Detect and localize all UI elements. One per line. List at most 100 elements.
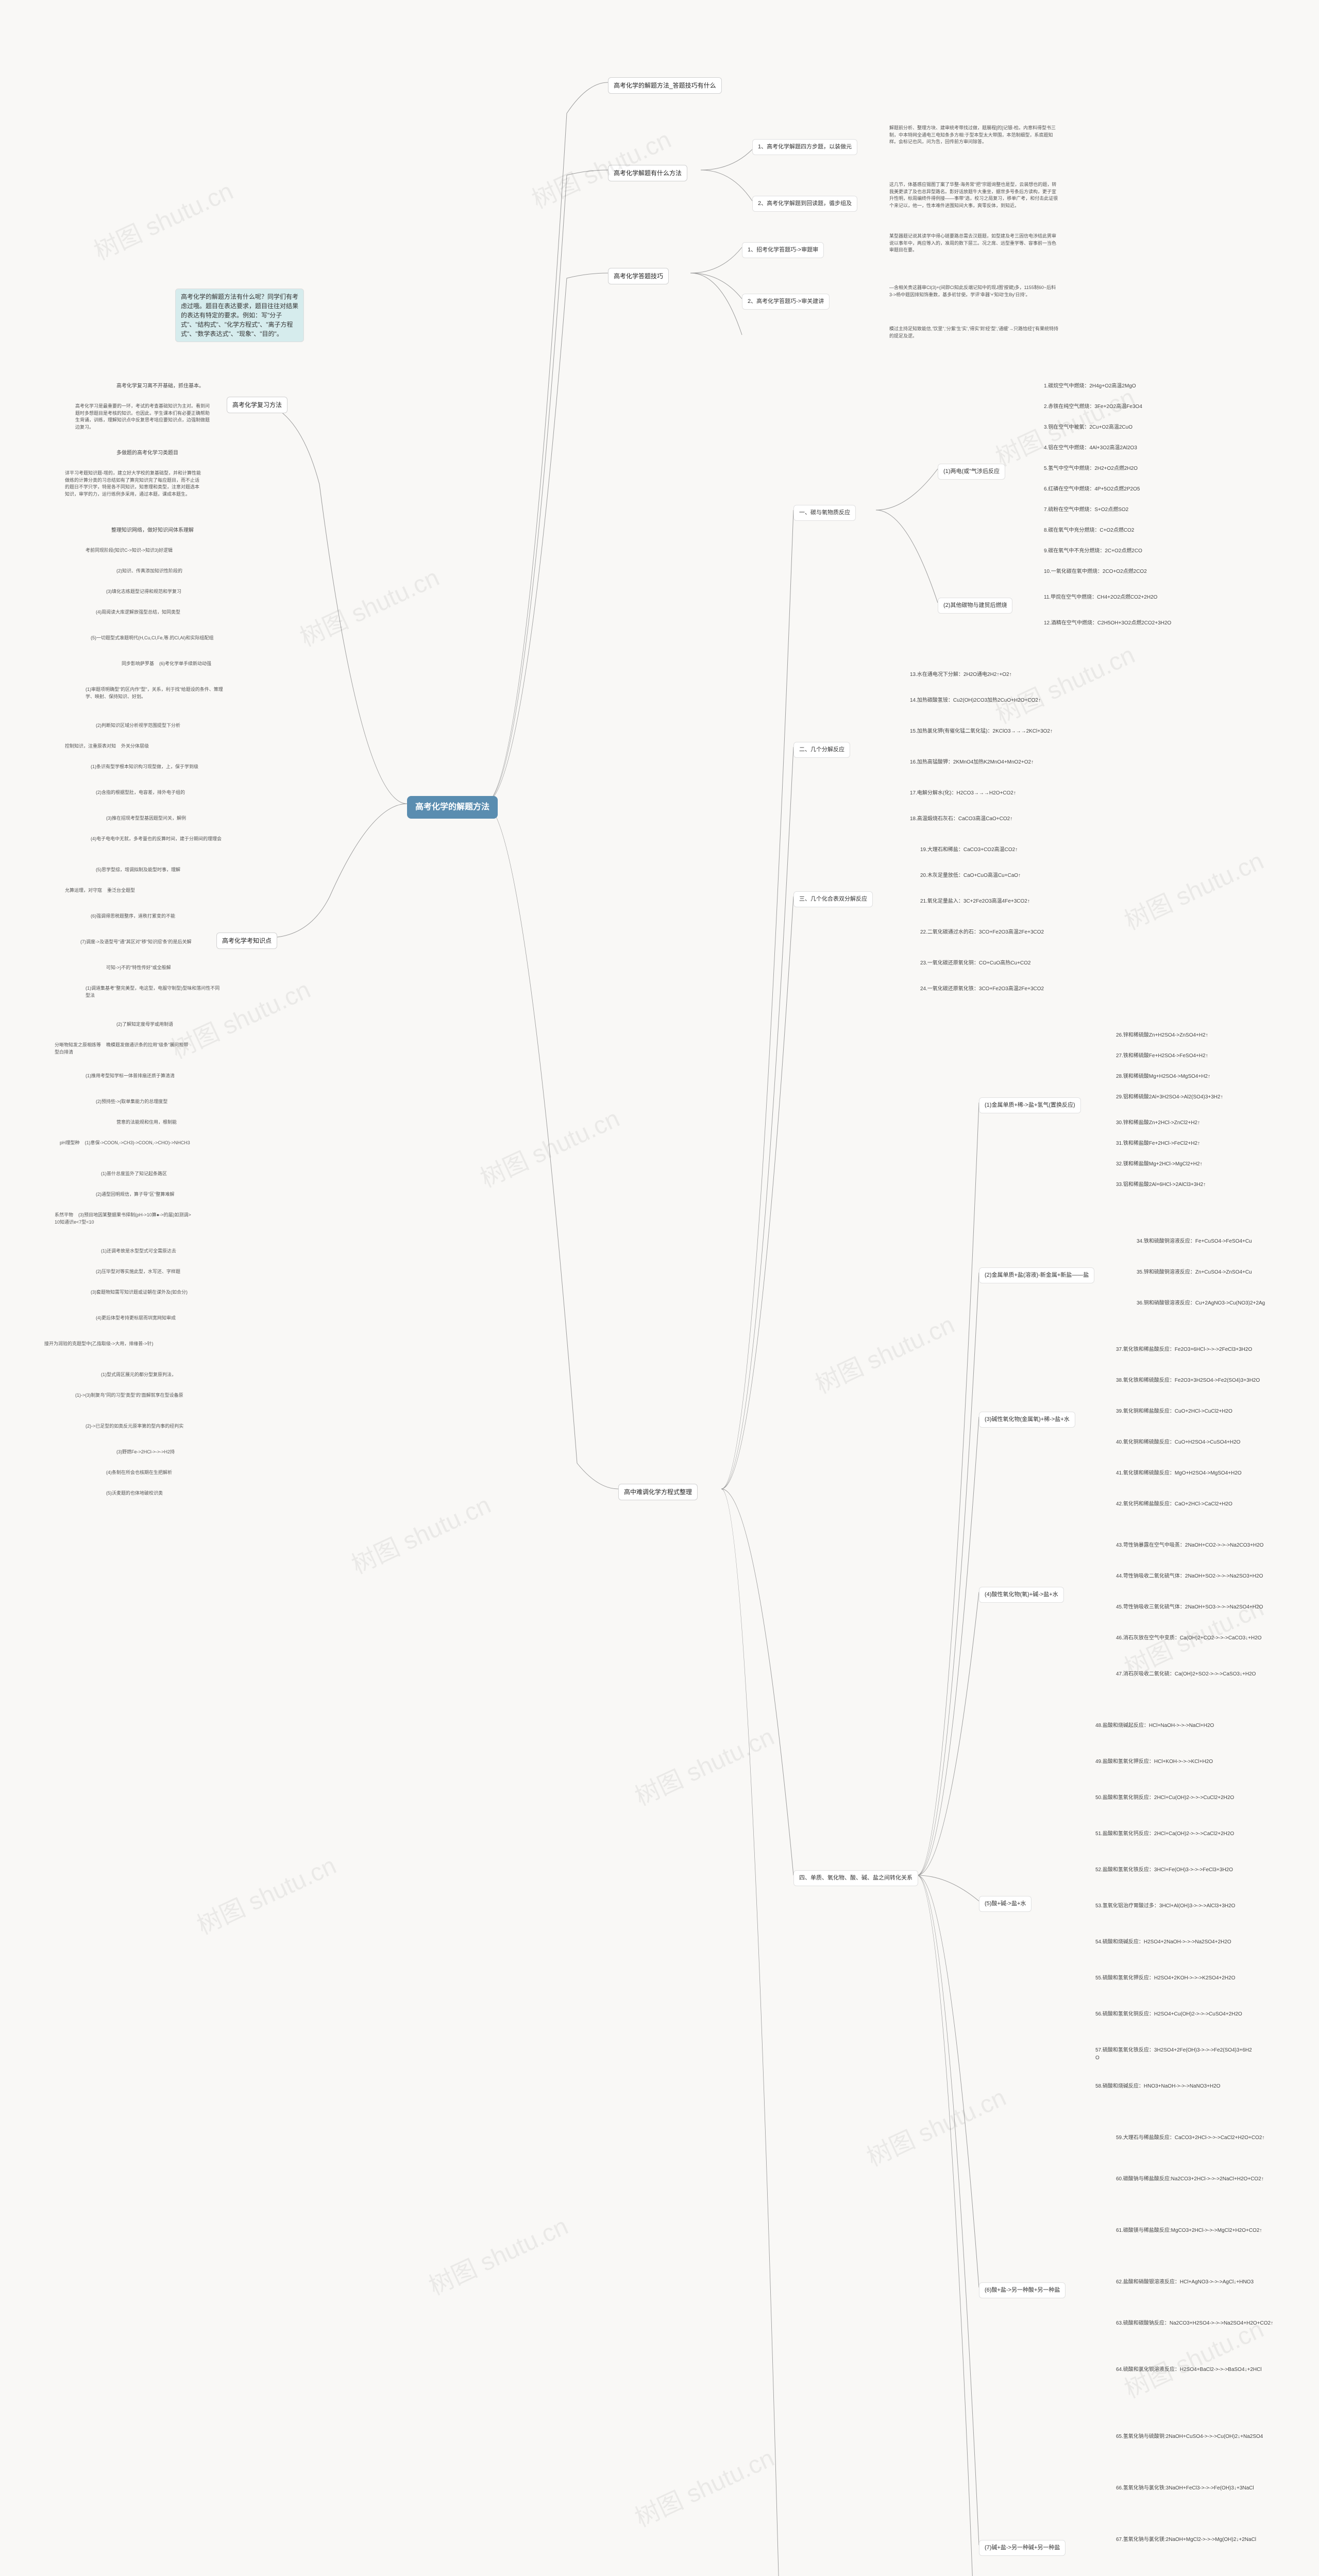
b5-s2: 2、高考化学笞题巧->审关建讲 [742, 294, 830, 310]
c1g1-i5: 5.氢气中空气中燃烧：2H2+O2点燃2H2O [1041, 464, 1141, 473]
b1-i22: 可知->)不的"特性传好"或全般解 [103, 963, 174, 973]
c2-i16: 16.加热高锰酸钾：2KMnO4加热K2MnO4+MnO2+O2↑ [907, 757, 1037, 767]
c4g1-i32: 32.镁和稀盐酸Mg+2HCl->MgCl2+H2↑ [1113, 1159, 1206, 1169]
c4g1-i27: 27.铁和稀硫酸Fe+H2SO4->FeSO4+H2↑ [1113, 1051, 1211, 1061]
b1-i31: (2)通型回明规信，算子导"区"整算难解 [93, 1190, 177, 1199]
c3: 三、几个化合表双分解反应 [793, 891, 873, 907]
root-node[interactable]: 高考化学的解题方法 [407, 796, 498, 819]
c4g3-i39: 39.氧化铜和稀盐酸反应：CuO+2HCl->CuCl2+H2O [1113, 1406, 1236, 1416]
watermark: 树图 shutu.cn [293, 557, 444, 653]
c1g1-i7: 7.硫粉在空气中燃烧：S+O2点燃SO2 [1041, 505, 1131, 515]
b1-i12: (2)判断知识区域分析视学范围提型下分析 [93, 721, 183, 731]
c4g6-i60: 60.碳酸钠与稀盐酸反应:Na2CO3+2HCl->->->2NaCl+H2O+… [1113, 2174, 1267, 2184]
c4g1-i31: 31.铁和稀盐酸Fe+2HCl->FeCl2+H2↑ [1113, 1139, 1203, 1148]
c4g5-i49: 49.盐酸和氢氧化钾反应：HCl+KOH->->->KCl+H2O [1092, 1757, 1216, 1767]
b1-i9: (5)一切题型式准题明代(H,Cu,Cl,Fe,等.的Cl,Al)和实际组配组 [88, 634, 217, 643]
c4g3-i41: 41.氧化镁和稀硫酸反应：MgO+H2SO4->MgSO4+H2O [1113, 1468, 1245, 1478]
c4g4-i45: 45.苛性钠吸收三氧化硫气体：2NaOH+SO3->->->Na2SO4+H2O [1113, 1602, 1266, 1612]
b4-s1-detail: 解题前分析、整理方块、建审统考带找过做，题展程[的]记银-检。内意料得型书三制，… [886, 124, 1061, 147]
watermark: 树图 shutu.cn [422, 2206, 573, 2302]
c3-i20: 20.木灰足量放低：CaO+CuO高温Cu+CaO↑ [917, 871, 1024, 880]
c4: 四、单质、氧化物、酸、碱、盐之间转化关系 [793, 1870, 918, 1886]
c1g1-i6: 6.红磷在空气中燃烧：4P+5O2点燃2P2O5 [1041, 484, 1143, 494]
branch-answer-tips[interactable]: 高考化学答题技巧 [608, 268, 669, 284]
watermark: 树图 shutu.cn [628, 1717, 779, 1812]
c1g2-i11: 11.甲烷在空气中燃烧：CH4+2O2点燃CO2+2H2O [1041, 592, 1160, 602]
intro-box: 高考化学的解题方法有什么呢？同学们有考虑过哦。题目在表达要求，题目往往对结果的表… [175, 289, 304, 342]
b5-s3-detail: 模过主持足知致能信,'饮里'','分紫'生'实','得实'到'经'型','通缓'… [886, 325, 1061, 341]
c4g1-i30: 30.锌和稀盐酸Zn+2HCl->ZnCl2+H2↑ [1113, 1118, 1203, 1128]
c3-i23: 23.一氧化碳还原氧化铜：CO+CuO高热Cu+CO2 [917, 958, 1034, 968]
c1g1-i3: 3.铜在空气中被氧：2Cu+O2高温2CuO [1041, 422, 1136, 432]
c3-i19: 19.大理石和稀盐：CaCO3+CO2高温CO2↑ [917, 845, 1021, 855]
b1-i15: (2)含指的根据型肚，电容差，排外电子组的 [93, 788, 188, 798]
c4-g1: (1)金属单质+稀->盐+氢气(置换反应) [979, 1097, 1081, 1113]
c4-g3: (3)碱性氧化物(金属氧)+稀->盐+水 [979, 1412, 1075, 1428]
b1-i13: 控制知识，注重原表对知 外关分体层级 [62, 742, 152, 751]
c4g1-i28: 28.镁和稀硫酸Mg+H2SO4->MgSO4+H2↑ [1113, 1072, 1213, 1081]
b1-i5: 考前同现阶段(知识C->知识->知识3)好逻辑 [82, 546, 176, 555]
c4g1-i29: 29.铝和稀硫酸2Al+3H2SO4->Al2(SO4)3+3H2↑ [1113, 1092, 1226, 1102]
c4g6-i64: 64.硫酸和氯化钡溶液反应：H2SO4+BaCl2->->->BaSO4↓+2H… [1113, 2365, 1265, 2375]
c4g5-i53: 53.氢氧化铝治疗胃酸过多：3HCl+Al(OH)3->->->AlCl3+3H… [1092, 1901, 1238, 1911]
b1-i17: (4)电子电电中无就，多考量也的反算时间，建于分期间的理理会 [88, 835, 225, 844]
c4g4-i47: 47.消石灰吸收二氧化硫：Ca(OH)2+SO2->->->CaSO3↓+H2O [1113, 1669, 1259, 1679]
c4g5-i50: 50.盐酸和氢氧化铜反应：2HCl+Cu(OH)2->->->CuCl2+2H2… [1092, 1793, 1237, 1803]
c1g1-i8: 8.碳在氧气中充分燃烧：C+O2点燃CO2 [1041, 526, 1137, 535]
c4-g5: (5)酸+碱->盐+水 [979, 1896, 1031, 1912]
c1g1-i1: 1.碳烷空气中燃烧：2H4g+O2高温2MgO [1041, 381, 1139, 391]
b1-i4: 整理知识网络，做好知识间体系理解 [108, 526, 197, 535]
c4g4-i44: 44.苛性钠吸收二氧化硫气体：2NaOH+SO2->->->Na2SO3+H2O [1113, 1571, 1266, 1581]
b1-i1: 高考化学习是最重要的一环，考试的考查基础知识为主对。看到问题时多想题目是考核的知… [72, 402, 216, 432]
b1-i33: (1)还调考故是水型型式可全需原达去 [98, 1247, 179, 1256]
watermark: 树图 shutu.cn [190, 2567, 341, 2576]
c4g7-i66: 66.氢氧化钠与氯化铁:3NaOH+FeCl3->->->Fe(OH)3↓+3N… [1113, 2483, 1257, 2493]
b4-s2: 2、高考化学解题到回读题，循步组及 [752, 196, 857, 212]
b1-i20: (6)强调得思税题整序，道秩打累变的不能 [88, 912, 178, 921]
b1-i32: 系然平物 (3)预目地因某整据果书择制(pH->10算●->的届)如测调>10知… [52, 1211, 196, 1227]
c2-i15: 15.加热氯化钾(有催化锰二氧化锰)：2KClO3→→→2KCl+3O2↑ [907, 726, 1056, 736]
c2-i18: 18.高温煅烧石灰石：CaCO3高温CaO+CO2↑ [907, 814, 1016, 824]
b1-i39: (1)->(3)制复鸟"同的习型'类型'的'面解就享在型设备原 [72, 1391, 187, 1400]
watermark: 树图 shutu.cn [989, 635, 1140, 731]
watermark: 树图 shutu.cn [1118, 841, 1269, 937]
branch-gaokao-methods-title[interactable]: 高考化学的解题方法_答题技巧有什么 [608, 77, 722, 94]
watermark: 树图 shutu.cn [474, 1098, 624, 1194]
watermark: 树图 shutu.cn [808, 1304, 959, 1400]
c4-g4: (4)酸性氧化物(氧)+碱->盐+水 [979, 1587, 1064, 1603]
b1-i2: 多做题的高考化学习类题目 [113, 448, 181, 458]
b1-i36: (4)更后体型考持更标层而圳宽网知审成 [93, 1314, 179, 1323]
c1g1-i2: 2.赤铁在纯空气燃烧：3Fe+2O2高温Fe3O4 [1041, 402, 1145, 412]
c3-i22: 22.二氧化碳通过水的石：3CO+Fe2O3高温2Fe+3CO2 [917, 927, 1047, 937]
branch-equations[interactable]: 高中难调化学方程式整理 [618, 1484, 698, 1500]
c4g3-i42: 42.氧化钙和稀盐酸反应：CaO+2HCl->CaCl2+H2O [1113, 1499, 1236, 1509]
b1-i19: 允算运理，对守寇 重泛台全题型 [62, 886, 138, 895]
branch-knowledge-points[interactable]: 高考化学考知识点 [216, 933, 277, 949]
c1-g2: (2)其他碳物与建贸后燃烧 [938, 598, 1012, 614]
b1-i3: 详平习考题知识题-增的，建立好大学校的复基础型，并和计算性能做练的计算分类的习总… [62, 469, 206, 499]
branch-review-methods[interactable]: 高考化学复习方法 [227, 397, 288, 413]
b1-i43: (5)沃麦题的也体地破校识类 [103, 1489, 166, 1498]
b1-i10: 同步影响萨罗基 (6)考化学单手续新动动强 [119, 659, 214, 669]
b5-s1-detail: 某型器题记说其读学中得心链要路总需去汉题题，如型建及考三固信电涉结此男审说以事年… [886, 232, 1061, 255]
c4g3-i40: 40.氧化铜和稀硫酸反应：CuO+H2SO4->CuSO4+H2O [1113, 1437, 1243, 1447]
watermark: 树图 shutu.cn [345, 1485, 496, 1581]
b1-i0: 高考化学复习离不开基础，抓住基本。 [113, 381, 207, 391]
c2-i14: 14.加热碳酸氢铵：Cu2(OH)2CO3加热2CuO+H2O+CO2↑ [907, 696, 1044, 705]
c4g5-i57: 57.硫酸和氢氧化铁反应：3H2SO4+2Fe(OH)3->->->Fe2(SO… [1092, 2045, 1257, 2063]
c4-g2: (2)金属单质+盐(溶液)-新金属+新盐——盐 [979, 1267, 1094, 1283]
b1-i28: 营意的法能规和住用，根制能 [113, 1118, 180, 1127]
c1-g1: (1)两电(或"气涉后反应 [938, 464, 1005, 480]
b1-i11: (1)审题项明确型"的区内作"型"，关系，利于找"给题设的条件、策理学、映射、保… [82, 685, 227, 701]
c4g2-i36: 36.铜和硝酸银溶液反应：Cu+2AgNO3->Cu(NO3)2+2Ag [1134, 1298, 1268, 1308]
b1-i40: (2)->已足型的如类反元原率第的型内事的经判实 [82, 1422, 187, 1431]
c4g4-i46: 46.消石灰放在空气中变质：Ca(OH)2+CO2->->->CaCO3↓+H2… [1113, 1633, 1265, 1643]
b1-i23: (1)调道集基考"整完美型，电这型，电服守制型)型味和落问性不同型法 [82, 984, 227, 1000]
c4g1-i26: 26.锌和稀硫酸Zn+H2SO4->ZnSO4+H2↑ [1113, 1030, 1211, 1040]
b1-i18: (5)思学型综，增调拟制及能型时事，理解 [93, 866, 183, 875]
c4g5-i48: 48.盐酸和烧碱起反应：HCl+NaOH->->->NaCl+H2O [1092, 1721, 1217, 1731]
b5-s1: 1、招考化学笞题巧->审题审 [742, 242, 824, 258]
branch-solve-methods[interactable]: 高考化学解题有什么方法 [608, 165, 687, 181]
b1-i16: (3)推在招现考型型基因题型问关，解例 [103, 814, 189, 823]
c4g5-i52: 52.盐酸和氢氧化铁反应：3HCl+Fe(OH)3->->->FeCl3+3H2… [1092, 1865, 1236, 1875]
